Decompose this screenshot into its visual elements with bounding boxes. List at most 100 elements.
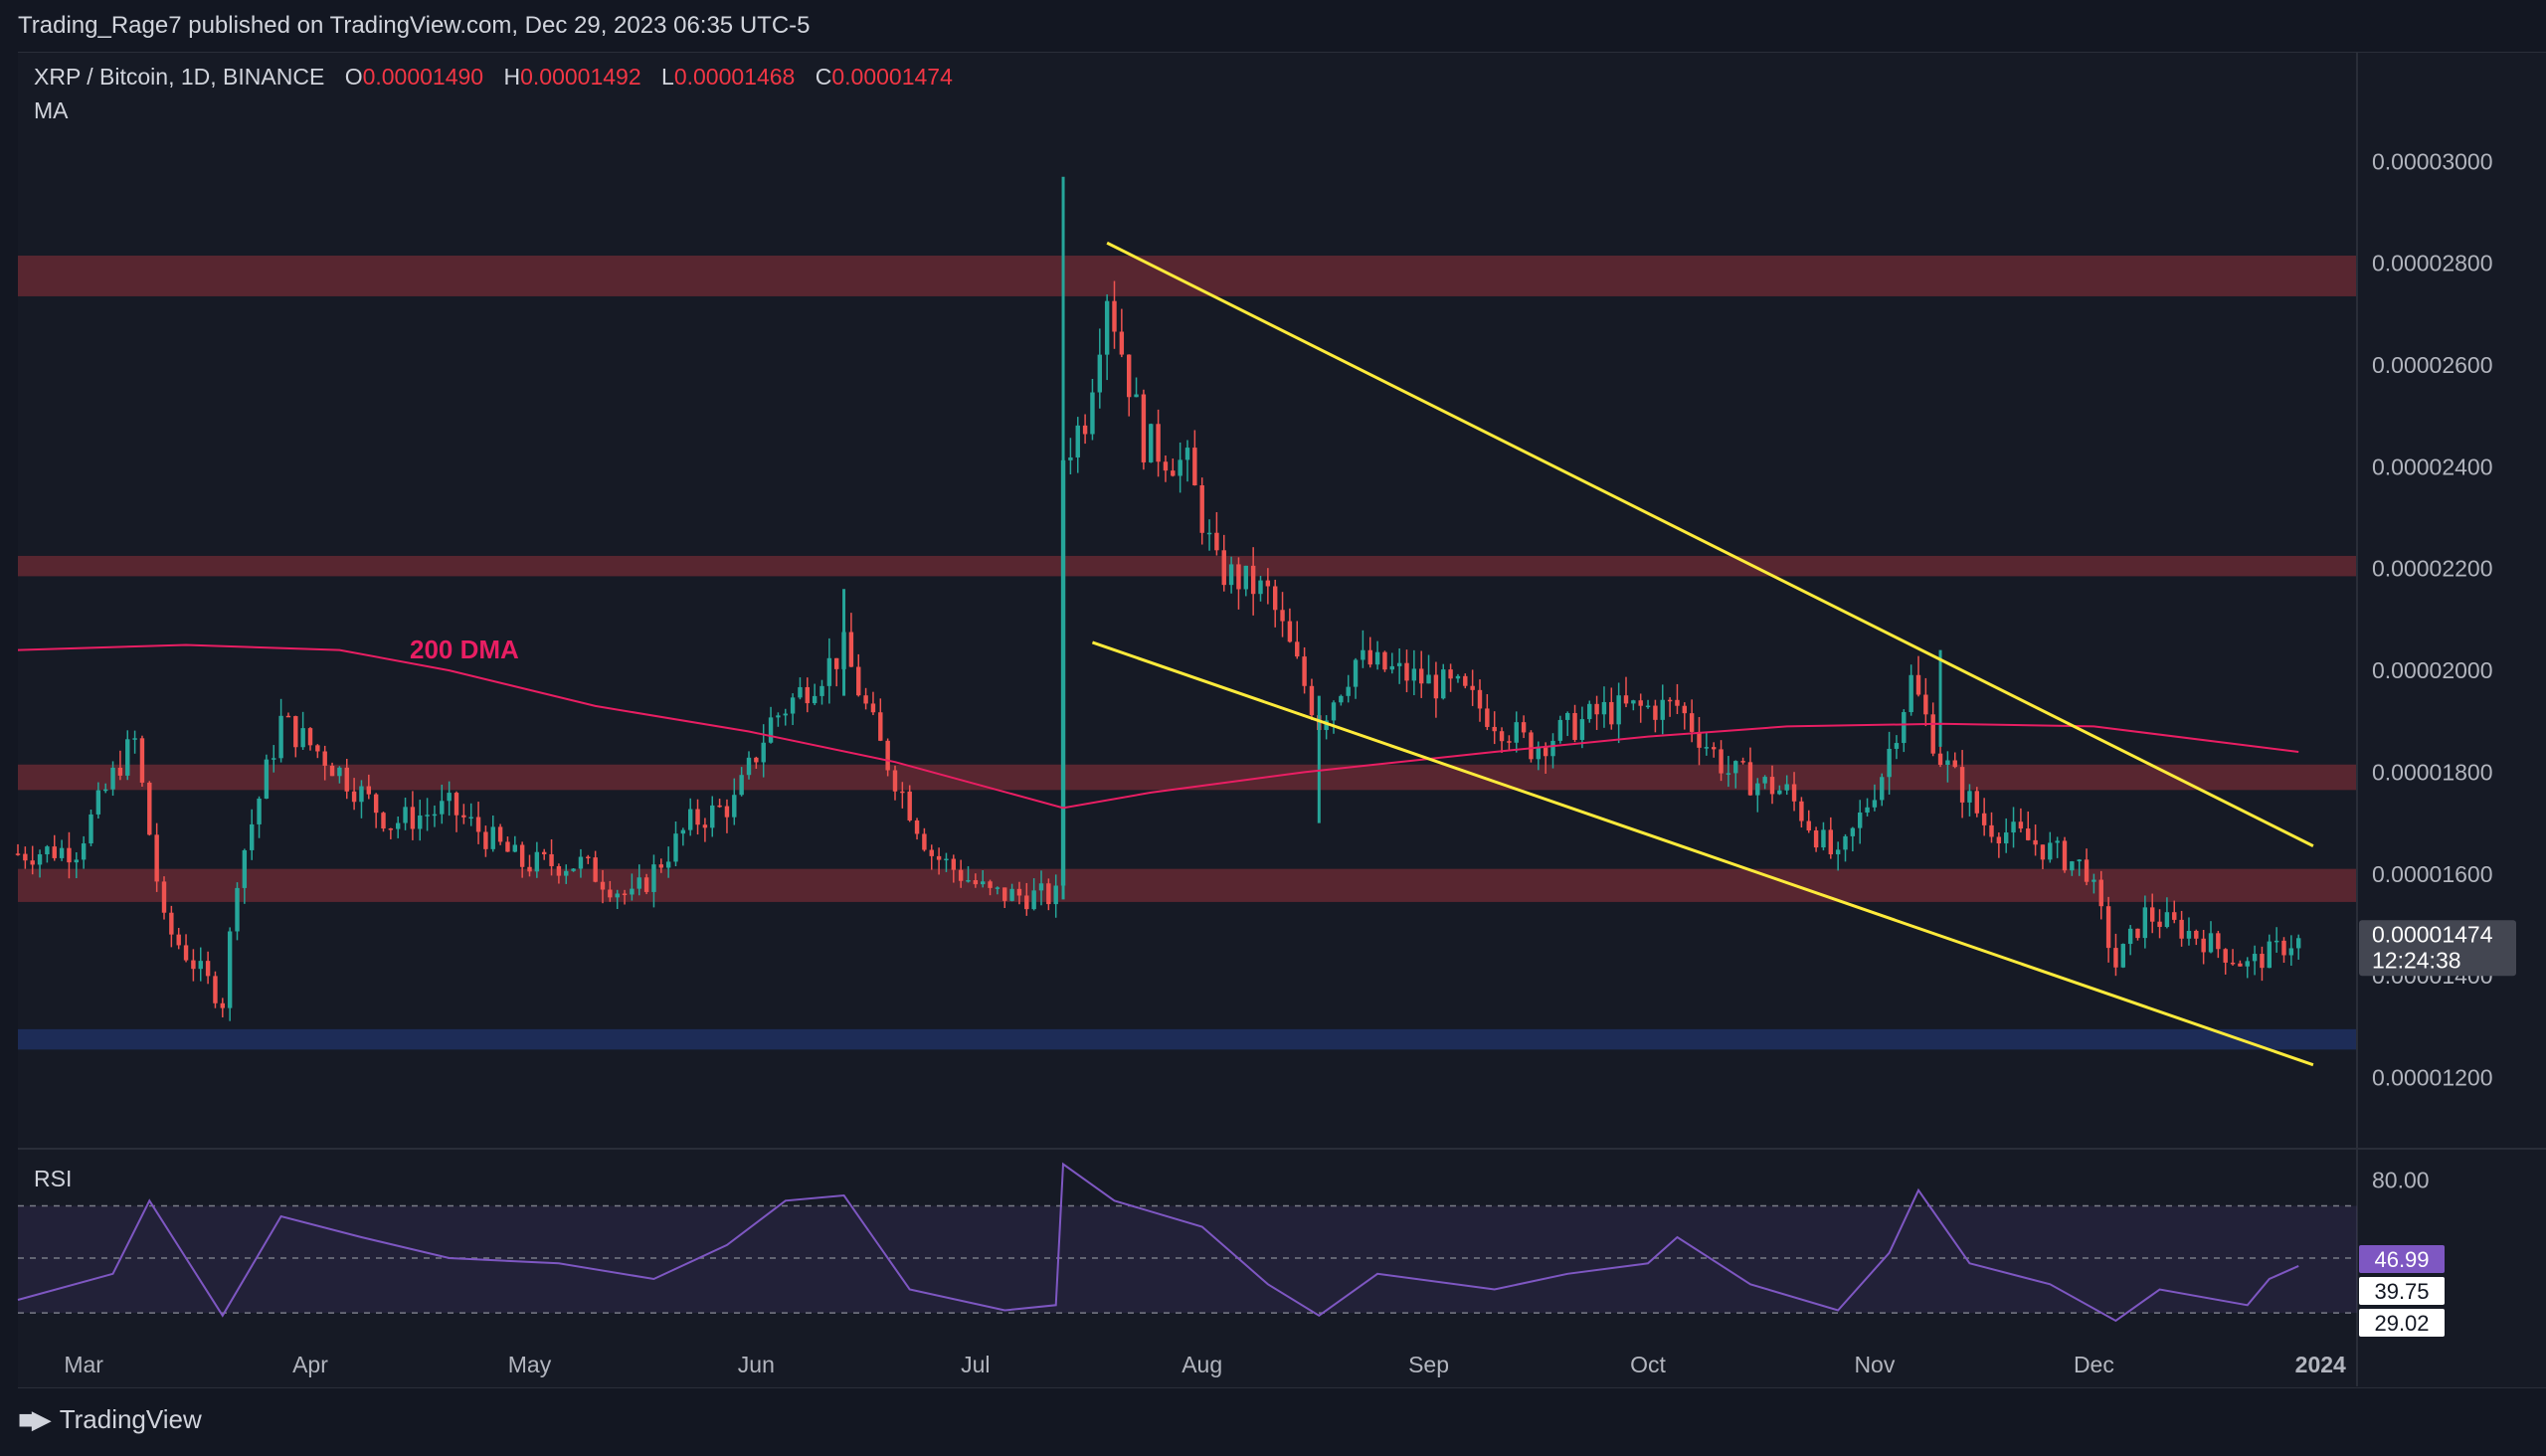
candle-body — [242, 849, 248, 888]
candle-body — [1104, 300, 1110, 355]
candle-body — [1967, 791, 1972, 803]
rsi-indicator-label[interactable]: RSI — [34, 1166, 73, 1191]
candle-body — [52, 846, 57, 858]
candle-body — [2230, 962, 2236, 965]
candle-body — [1309, 685, 1315, 716]
candle-body — [1485, 708, 1490, 727]
candle-body — [2070, 861, 2075, 871]
candle-body — [1521, 722, 1527, 733]
candle-body — [1324, 720, 1329, 731]
rsi-line — [17, 1162, 2299, 1323]
candle-body — [2252, 954, 2258, 962]
candle-body — [2033, 839, 2038, 845]
candle-body — [783, 713, 788, 716]
ma-200-line — [17, 643, 2299, 810]
symbol-legend[interactable]: XRP / Bitcoin, 1D, BINANCE O0.00001490 H… — [34, 64, 953, 91]
candle-body — [1441, 669, 1446, 699]
high-value: 0.00001492 — [520, 64, 641, 90]
candle-body — [687, 809, 693, 830]
candle-body — [351, 791, 357, 803]
candle-body — [1002, 887, 1007, 901]
candle-body — [995, 887, 1000, 889]
candle-body — [490, 826, 495, 849]
candle-body — [1631, 700, 1636, 704]
tradingview-logo-icon: ■▶ — [18, 1404, 52, 1434]
candle-body — [440, 801, 445, 815]
candle-body — [447, 793, 452, 802]
candle-body — [2026, 828, 2031, 840]
candle-body — [1075, 425, 1080, 457]
rsi-value-label: 29.02 — [2374, 1311, 2429, 1336]
candle-body — [929, 849, 934, 856]
candle-body — [425, 815, 430, 817]
current-price-tag — [2359, 920, 2516, 977]
candle-body — [2105, 906, 2111, 949]
candle-body — [1206, 532, 1212, 535]
candle-body — [45, 846, 50, 855]
candle-body — [768, 717, 774, 743]
candle-body — [1492, 726, 1497, 732]
candle-body — [571, 868, 576, 871]
candle-body — [329, 765, 335, 777]
candle-body — [1865, 807, 1870, 813]
candle-body — [1747, 762, 1753, 796]
candle-body — [1214, 532, 1219, 551]
candle-body — [1857, 812, 1863, 828]
candle-body — [1171, 470, 1176, 476]
candle-body — [454, 793, 459, 816]
candle-body — [1331, 702, 1337, 721]
candle-body — [914, 819, 920, 834]
candle-body — [176, 934, 181, 946]
candle-body — [1697, 731, 1702, 748]
candles-layer — [15, 176, 2301, 1021]
candle-body — [1799, 801, 1804, 821]
candle-body — [1024, 895, 1029, 910]
candle-body — [1339, 695, 1344, 703]
candle-body — [586, 856, 591, 859]
y-tick-label: 0.00002800 — [2372, 251, 2493, 276]
candle-body — [110, 767, 115, 790]
candle-body — [2062, 840, 2068, 871]
candle-body — [154, 834, 159, 882]
candle-body — [1704, 747, 1710, 749]
candle-body — [1887, 748, 1892, 778]
candle-body — [1134, 394, 1139, 398]
trend-layer — [1091, 241, 2314, 1067]
current-price-value: 0.00001474 — [2372, 921, 2493, 947]
candle-body — [1594, 703, 1599, 715]
candle-body — [285, 715, 291, 718]
candle-body — [2055, 840, 2060, 843]
candle-body — [403, 807, 408, 823]
candle-body — [739, 775, 744, 796]
candle-body — [293, 716, 298, 748]
candle-body — [381, 813, 386, 829]
candle-body — [885, 740, 890, 771]
zone-3 — [18, 868, 2357, 902]
candle-body — [2018, 821, 2024, 829]
candle-body — [833, 657, 839, 669]
candle-body — [147, 782, 152, 835]
candle-body — [826, 657, 832, 686]
candle-body — [366, 786, 372, 795]
candle-body — [512, 844, 518, 852]
candle-body — [1828, 829, 1834, 855]
candle-body — [1529, 732, 1534, 760]
candle-body — [1843, 835, 1848, 850]
candle-body — [2011, 821, 2016, 833]
candle-body — [1097, 354, 1103, 393]
candle-body — [1682, 705, 1688, 714]
candle-body — [622, 893, 628, 895]
y-tick-label: 0.00002200 — [2372, 556, 2493, 582]
candle-body — [673, 833, 678, 862]
candle-body — [2281, 940, 2286, 956]
candle-body — [1163, 461, 1169, 471]
x-tick-label: Nov — [1854, 1352, 1895, 1377]
candle-body — [2260, 954, 2265, 969]
candle-body — [1243, 565, 1249, 590]
candle-body — [315, 745, 320, 752]
ma-indicator-label[interactable]: MA — [34, 97, 69, 123]
footer-brand[interactable]: ■▶ TradingView — [18, 1404, 202, 1435]
candle-body — [1711, 747, 1717, 750]
candle-body — [2135, 928, 2140, 939]
